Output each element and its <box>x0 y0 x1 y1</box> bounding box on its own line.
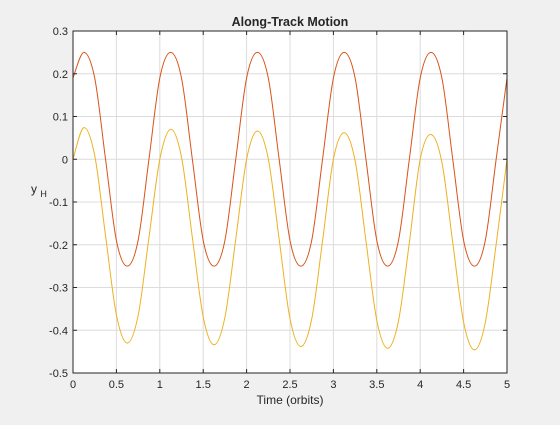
series-line-2 <box>72 127 508 351</box>
y-tick-label: 0 <box>62 154 68 166</box>
y-tick-label: 0.1 <box>53 112 68 124</box>
x-tick-label: 3.5 <box>369 379 384 391</box>
ticks: 0 0.5 1 1.5 2 2.5 3 3.5 4 4.5 5 -0.5 -0.4 -0.3 -0.2 -0.… <box>49 26 510 391</box>
x-tick-label: 0.5 <box>109 379 124 391</box>
y-tick-label: -0.3 <box>49 283 68 295</box>
x-tick-label: 4.5 <box>456 379 471 391</box>
series-layer <box>72 51 508 351</box>
x-tick-label: 3 <box>330 379 336 391</box>
x-tick-label: 4 <box>417 379 423 391</box>
x-tick-label: 1 <box>157 379 163 391</box>
y-tick-label: 0.2 <box>53 69 68 81</box>
x-tick-label: 2.5 <box>282 379 297 391</box>
y-tick-label: 0.3 <box>53 26 68 38</box>
y-tick-label: -0.4 <box>49 325 68 337</box>
y-axis-label: y <box>31 182 37 196</box>
chart-title: Along-Track Motion <box>232 15 349 29</box>
x-tick-label: 1.5 <box>196 379 211 391</box>
x-tick-label: 5 <box>504 379 510 391</box>
y-axis-label-group: y H <box>31 182 47 199</box>
x-tick-label: 2 <box>244 379 250 391</box>
x-axis-label: Time (orbits) <box>257 393 324 407</box>
series-line-1 <box>72 51 508 267</box>
y-tick-label: -0.1 <box>49 197 68 209</box>
y-axis-label-subscript: H <box>40 189 47 199</box>
y-tick-label: -0.2 <box>49 240 68 252</box>
x-tick-label: 0 <box>70 379 76 391</box>
y-tick-label: -0.5 <box>49 368 68 380</box>
